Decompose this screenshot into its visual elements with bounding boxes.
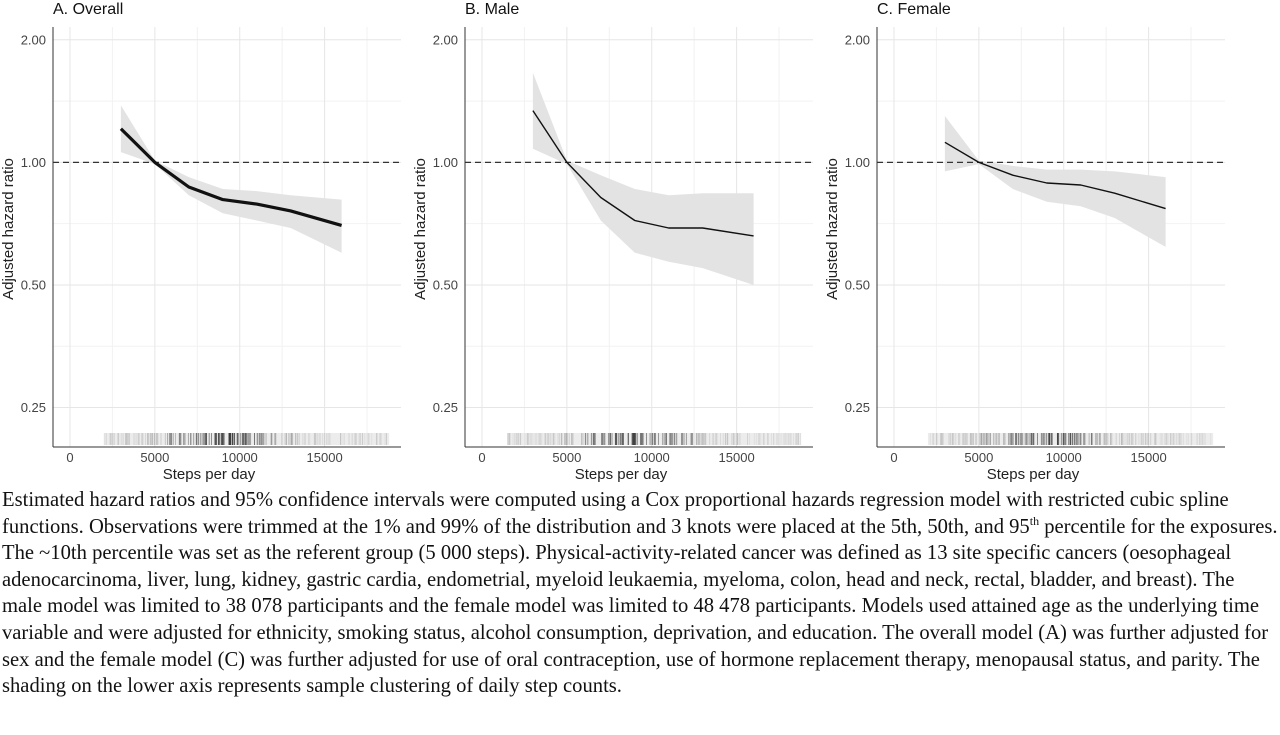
x-tick-label: 5000 (552, 450, 581, 465)
y-tick-label: 2.00 (845, 32, 870, 47)
chart-panel-2: 0 5000 10000 15000 0.25 0.50 1.00 2.00 B. Male St… (412, 1, 813, 483)
confidence-band (120, 105, 342, 253)
y-tick-label: 2.00 (433, 32, 458, 47)
confidence-band (944, 116, 1166, 247)
y-tick-label: 0.25 (845, 400, 870, 415)
x-tick-label: 0 (890, 450, 897, 465)
x-tick-label: 5000 (140, 450, 169, 465)
hazard-ratio-line (532, 110, 754, 237)
panel-title: C. Female (877, 1, 951, 18)
y-tick-label: 1.00 (845, 155, 870, 170)
y-axis-label: Adjusted hazard ratio (0, 158, 17, 300)
y-tick-label: 2.00 (21, 32, 46, 47)
confidence-band (532, 72, 754, 285)
y-axis-label: Adjusted hazard ratio (824, 158, 841, 300)
x-tick-label: 0 (478, 450, 485, 465)
caption-superscript: th (1029, 513, 1040, 528)
figure-caption: Estimated hazard ratios and 95% confiden… (2, 487, 1278, 700)
x-tick-label: 0 (66, 450, 73, 465)
x-tick-label: 15000 (719, 450, 755, 465)
caption-text-part-2: percentile for the exposures. The ~10th … (2, 515, 1278, 698)
x-tick-label: 10000 (1046, 450, 1082, 465)
hazard-ratio-line (944, 141, 1166, 210)
charts-svg: 0 5000 10000 15000 0.25 0.50 1.00 2.00 A. Overal… (0, 1, 1225, 483)
x-tick-label: 10000 (222, 450, 258, 465)
chart-panel-3: 0 5000 10000 15000 0.25 0.50 1.00 2.00 C. Female… (824, 1, 1225, 483)
x-axis-label: Steps per day (575, 466, 668, 483)
figure-panels: 0 5000 10000 15000 0.25 0.50 1.00 2.00 A. Overal… (0, 1, 1225, 483)
y-tick-label: 0.50 (845, 277, 870, 292)
x-axis-label: Steps per day (987, 466, 1080, 483)
chart-panel-1: 0 5000 10000 15000 0.25 0.50 1.00 2.00 A. Overal… (0, 1, 401, 483)
y-tick-label: 1.00 (21, 155, 46, 170)
x-tick-label: 15000 (307, 450, 343, 465)
y-axis-label: Adjusted hazard ratio (412, 158, 429, 300)
hazard-ratio-line (119, 127, 343, 227)
panel-title: B. Male (465, 1, 519, 18)
x-tick-label: 10000 (634, 450, 670, 465)
y-tick-label: 0.50 (433, 277, 458, 292)
x-tick-label: 5000 (964, 450, 993, 465)
y-tick-label: 0.25 (433, 400, 458, 415)
x-axis-label: Steps per day (163, 466, 256, 483)
y-tick-label: 0.50 (21, 277, 46, 292)
x-tick-label: 15000 (1131, 450, 1167, 465)
y-tick-label: 0.25 (21, 400, 46, 415)
caption-text-part-1: Estimated hazard ratios and 95% confiden… (2, 489, 1229, 538)
y-tick-label: 1.00 (433, 155, 458, 170)
panel-title: A. Overall (53, 1, 123, 18)
